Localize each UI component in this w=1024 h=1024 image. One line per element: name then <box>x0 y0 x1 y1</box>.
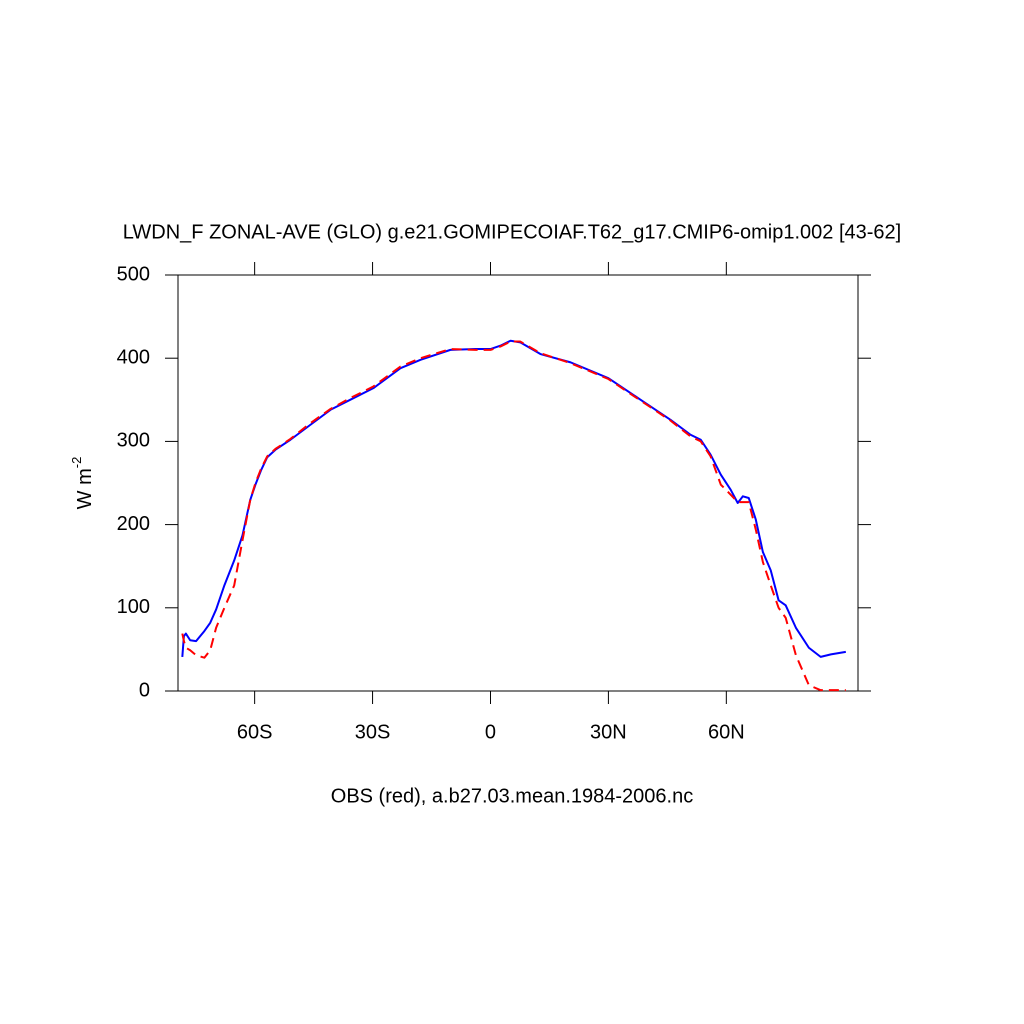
y-tick-label: 100 <box>117 596 150 618</box>
chart-title: LWDN_F ZONAL-AVE (GLO) g.e21.GOMIPECOIAF… <box>123 221 901 243</box>
y-tick-label: 0 <box>139 679 150 701</box>
data-line <box>181 339 846 658</box>
chart-subtitle: OBS (red), a.b27.03.mean.1984-2006.nc <box>331 785 693 807</box>
y-axis-label: W m-2 <box>69 457 96 510</box>
y-axis-label-sup: -2 <box>69 457 84 469</box>
x-tick-label: 0 <box>485 721 496 743</box>
x-tick-label: 30N <box>590 721 627 743</box>
x-tick-label: 60S <box>237 721 273 743</box>
y-tick-label: 300 <box>117 430 150 452</box>
y-axis-label-main: W m <box>74 468 96 509</box>
x-tick-label: 30S <box>355 721 391 743</box>
y-tick-label: 200 <box>117 513 150 535</box>
x-tick-label: 60N <box>708 721 745 743</box>
y-tick-label: 500 <box>117 263 150 285</box>
y-tick-label: 400 <box>117 346 150 368</box>
data-line <box>181 340 846 692</box>
plot-frame <box>177 274 859 692</box>
